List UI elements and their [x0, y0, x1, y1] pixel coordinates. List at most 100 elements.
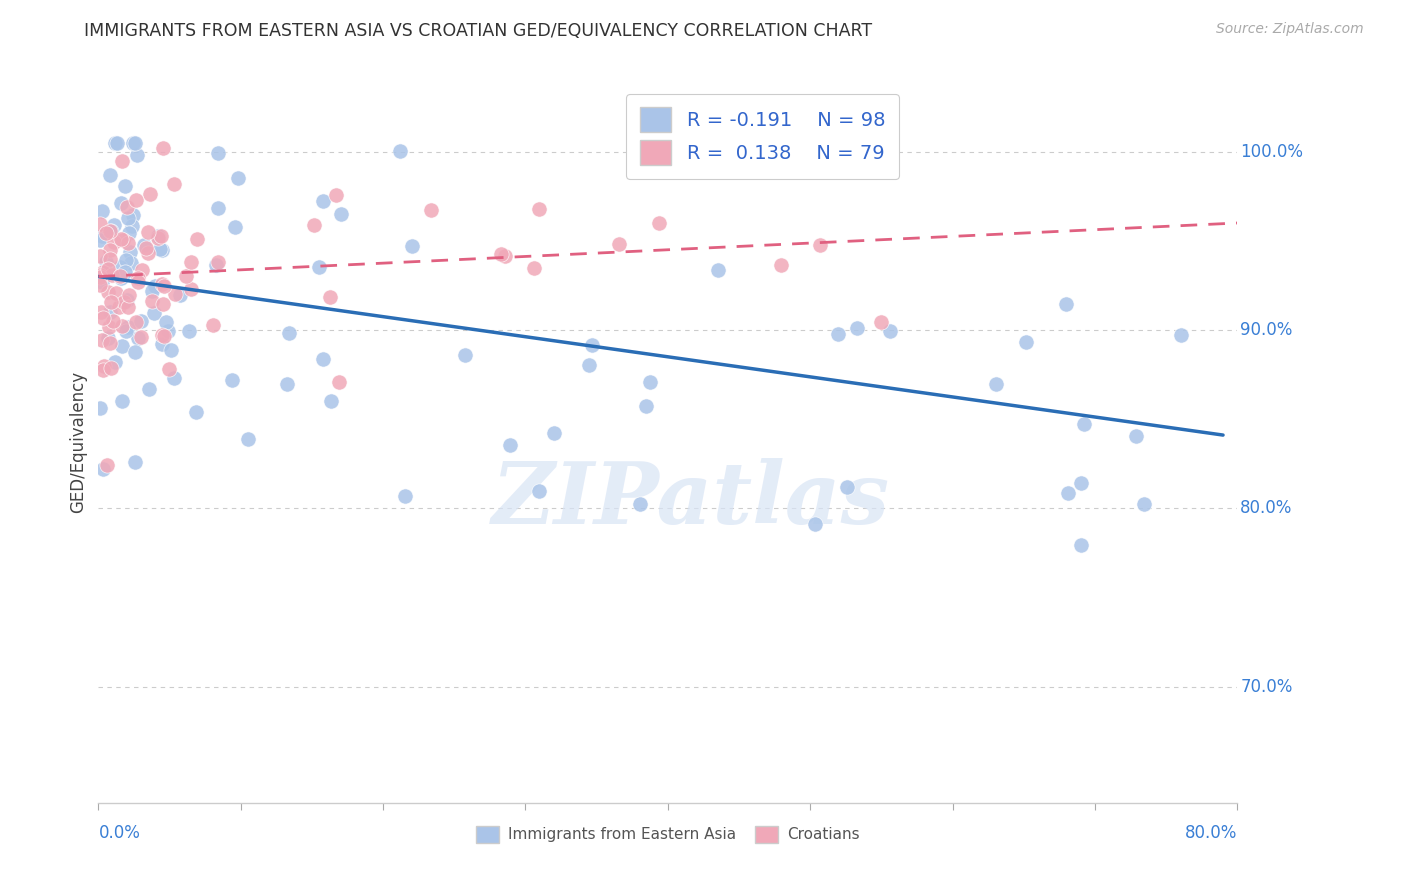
- Point: [707, 262, 730, 277]
- Point: [153, 328, 176, 343]
- Point: [329, 207, 352, 221]
- Point: [529, 484, 551, 499]
- Point: [134, 237, 156, 252]
- Point: [312, 194, 335, 208]
- Point: [177, 325, 200, 339]
- Text: IMMIGRANTS FROM EASTERN ASIA VS CROATIAN GED/EQUIVALENCY CORRELATION CHART: IMMIGRANTS FROM EASTERN ASIA VS CROATIAN…: [84, 22, 873, 40]
- Text: 80.0%: 80.0%: [1185, 824, 1237, 842]
- Point: [96, 226, 118, 240]
- Point: [89, 233, 111, 247]
- Point: [111, 393, 134, 408]
- Point: [163, 371, 186, 385]
- Point: [90, 334, 112, 348]
- Point: [100, 268, 122, 283]
- Point: [607, 236, 630, 251]
- Point: [98, 252, 121, 267]
- Point: [122, 208, 145, 222]
- Point: [527, 202, 550, 216]
- Point: [115, 293, 138, 307]
- Point: [89, 217, 111, 231]
- Text: 80.0%: 80.0%: [1240, 500, 1292, 517]
- Point: [118, 226, 141, 240]
- Point: [117, 320, 139, 334]
- Point: [489, 246, 512, 260]
- Point: [121, 219, 143, 233]
- Point: [152, 279, 174, 293]
- Point: [91, 204, 114, 219]
- Point: [221, 373, 243, 387]
- Point: [141, 293, 163, 308]
- Point: [146, 231, 169, 245]
- Point: [96, 458, 118, 472]
- Point: [127, 270, 149, 285]
- Point: [146, 229, 169, 244]
- Point: [124, 136, 146, 150]
- Text: 70.0%: 70.0%: [1240, 678, 1292, 696]
- Point: [184, 405, 207, 419]
- Point: [389, 144, 412, 158]
- Point: [112, 233, 135, 247]
- Point: [808, 237, 831, 252]
- Point: [163, 177, 186, 191]
- Point: [115, 201, 138, 215]
- Point: [94, 255, 117, 269]
- Point: [122, 136, 145, 150]
- Point: [142, 305, 165, 319]
- Point: [160, 343, 183, 358]
- Text: 0.0%: 0.0%: [98, 824, 141, 842]
- Point: [114, 265, 136, 279]
- Point: [155, 314, 177, 328]
- Point: [308, 260, 330, 275]
- Point: [110, 232, 132, 246]
- Point: [634, 399, 657, 413]
- Point: [1057, 486, 1080, 500]
- Point: [150, 229, 173, 244]
- Point: [804, 517, 827, 532]
- Point: [224, 220, 246, 235]
- Point: [98, 320, 121, 334]
- Point: [117, 236, 139, 251]
- Point: [93, 310, 115, 325]
- Point: [1070, 538, 1092, 552]
- Point: [143, 278, 166, 293]
- Point: [149, 242, 172, 256]
- Point: [578, 358, 600, 372]
- Point: [105, 136, 128, 150]
- Point: [108, 260, 131, 274]
- Point: [104, 136, 127, 150]
- Point: [1170, 328, 1192, 343]
- Point: [150, 277, 173, 291]
- Point: [98, 224, 121, 238]
- Point: [127, 275, 149, 289]
- Point: [394, 489, 416, 503]
- Point: [135, 241, 157, 255]
- Point: [129, 330, 152, 344]
- Point: [93, 359, 115, 373]
- Point: [312, 351, 335, 366]
- Point: [91, 362, 114, 376]
- Point: [115, 252, 138, 267]
- Point: [100, 294, 122, 309]
- Point: [111, 318, 134, 333]
- Point: [523, 261, 546, 276]
- Point: [1070, 476, 1092, 491]
- Point: [91, 461, 114, 475]
- Point: [114, 178, 136, 193]
- Point: [277, 326, 299, 340]
- Point: [325, 187, 347, 202]
- Point: [108, 268, 131, 283]
- Point: [769, 258, 792, 272]
- Point: [100, 224, 122, 238]
- Point: [117, 300, 139, 314]
- Point: [90, 304, 112, 318]
- Point: [1015, 334, 1038, 349]
- Point: [89, 278, 111, 293]
- Point: [630, 163, 652, 178]
- Point: [152, 141, 174, 155]
- Point: [117, 211, 139, 226]
- Point: [120, 256, 142, 270]
- Point: [156, 324, 179, 338]
- Point: [98, 168, 121, 182]
- Point: [100, 361, 122, 376]
- Point: [226, 170, 249, 185]
